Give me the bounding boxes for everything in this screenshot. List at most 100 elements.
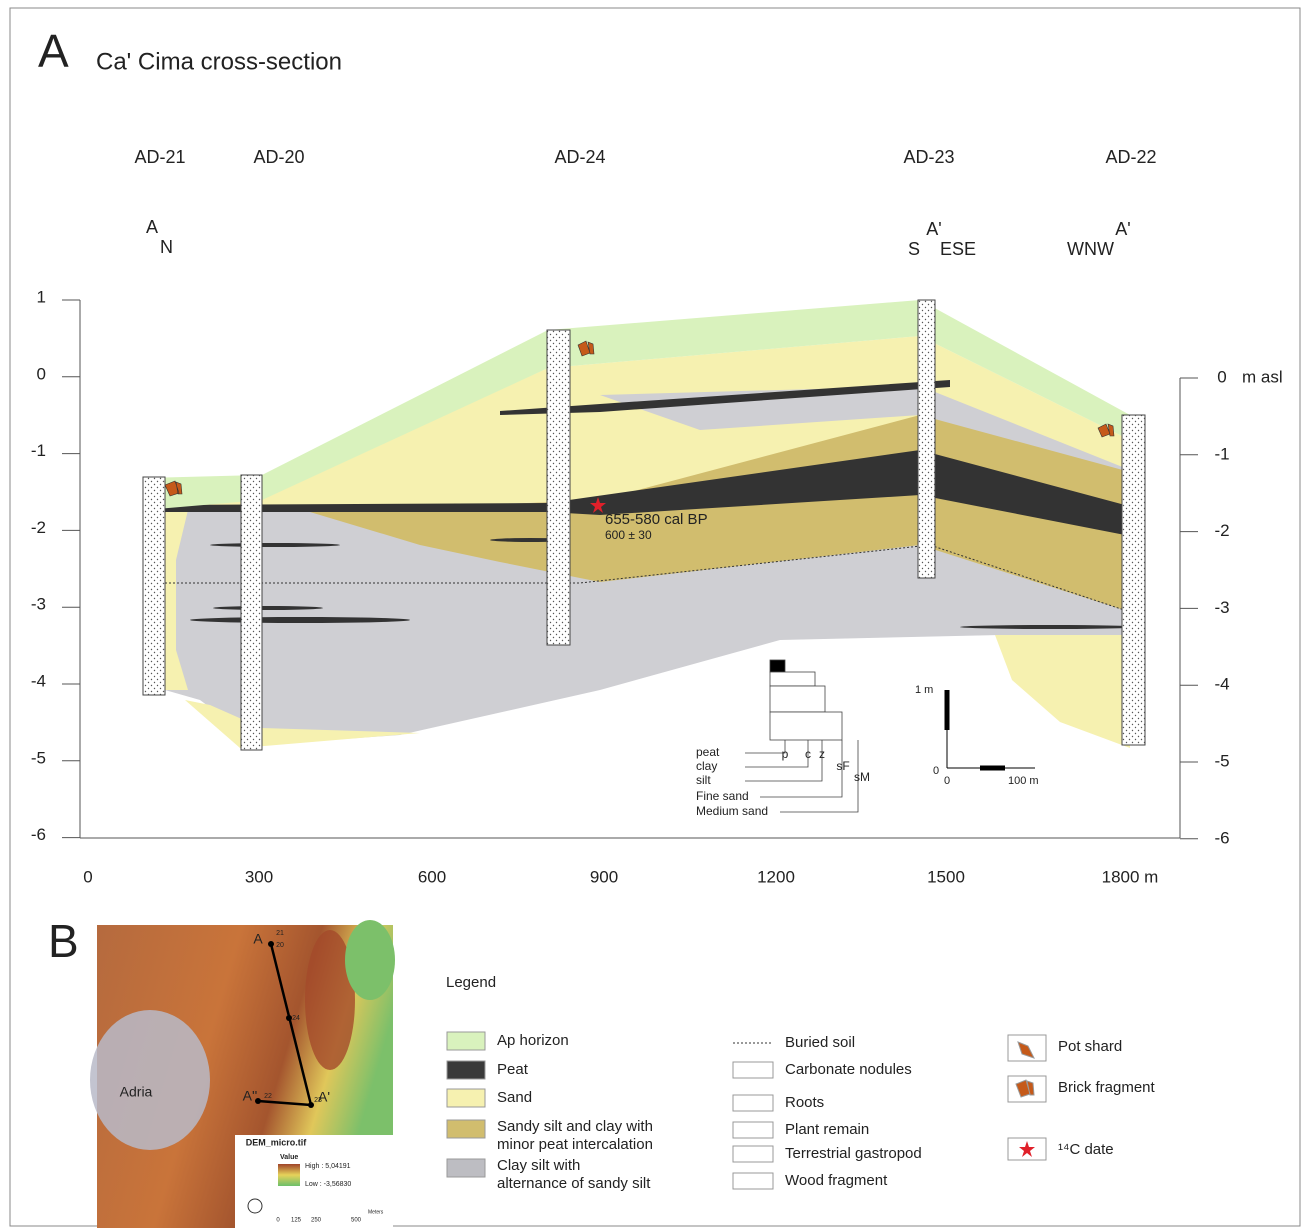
legend-label: Wood fragment — [785, 1172, 888, 1189]
borehole-name: AD-22 — [1105, 147, 1156, 167]
y-tick-label: -6 — [31, 825, 46, 844]
site-label: 23 — [314, 1097, 322, 1104]
panel-label: A — [38, 25, 69, 77]
x-tick-label: 300 — [245, 867, 273, 886]
borehole-name: AD-21 — [134, 147, 185, 167]
grain-size-column: sM — [854, 770, 870, 784]
site-label: 20 — [276, 942, 284, 949]
scale-label: 100 m — [1008, 775, 1039, 787]
borehole — [241, 475, 262, 750]
figure: ACa' Cima cross-sectionAD-21AD-20AD-24AD… — [0, 0, 1311, 1231]
grain-size-column: p — [782, 747, 789, 761]
borehole-name: AD-20 — [253, 147, 304, 167]
y2-tick-label: -6 — [1214, 828, 1229, 847]
y2-tick-label: -1 — [1214, 444, 1229, 463]
grain-size-row: Medium sand — [696, 804, 768, 818]
legend-label: Sandy silt and clay with — [497, 1118, 653, 1135]
section-marker: A — [146, 217, 158, 237]
map-legend-subtitle: Value — [280, 1154, 298, 1161]
borehole-name: AD-23 — [903, 147, 954, 167]
y-tick-label: -5 — [31, 748, 46, 767]
scale-bar — [947, 690, 1035, 768]
borehole — [1122, 415, 1145, 745]
grain-size-key — [745, 660, 858, 812]
map-scale-label: 250 — [311, 1218, 322, 1224]
y2-tick-label: -3 — [1214, 598, 1229, 617]
panel-label: B — [48, 915, 79, 967]
x-tick-label: 1800 m — [1102, 867, 1159, 886]
grain-size-row: clay — [696, 759, 717, 773]
section-marker: A' — [926, 219, 941, 239]
legend-label: Plant remain — [785, 1121, 869, 1138]
borehole — [143, 477, 165, 695]
section-end: A'' — [243, 1088, 258, 1104]
borehole-name: AD-24 — [554, 147, 605, 167]
map-scale-unit: Meters — [368, 1209, 384, 1215]
legend-label: Brick fragment — [1058, 1079, 1156, 1096]
grain-size-column: z — [819, 747, 825, 761]
y-tick-label: -1 — [31, 441, 46, 460]
axis-unit: m asl — [1242, 367, 1283, 386]
map-scale-label: 500 — [351, 1218, 362, 1224]
legend-label: Peat — [497, 1061, 529, 1078]
sand-layer — [995, 635, 1130, 748]
scale-label: 1 m — [915, 684, 933, 696]
y2-tick-label: -5 — [1214, 751, 1229, 770]
legend-label: ¹⁴C date — [1058, 1141, 1114, 1158]
x-tick-label: 1200 — [757, 867, 795, 886]
y-tick-label: -2 — [31, 518, 46, 537]
section-marker: N — [160, 237, 173, 257]
legend-label: minor peat intercalation — [497, 1136, 653, 1153]
date-label: 655-580 cal BP — [605, 511, 708, 528]
grain-size-row: silt — [696, 773, 711, 787]
x-tick-label: 1500 — [927, 867, 965, 886]
x-tick-label: 0 — [83, 867, 92, 886]
grain-size-row: peat — [696, 745, 720, 759]
site-label: 21 — [276, 930, 284, 937]
borehole — [918, 300, 935, 578]
site-label: 24 — [292, 1015, 300, 1022]
y-tick-label: -4 — [31, 671, 46, 690]
y2-tick-label: -4 — [1214, 675, 1229, 694]
y-tick-label: -3 — [31, 595, 46, 614]
peat-lens — [210, 543, 340, 547]
section-marker: WNW — [1067, 239, 1114, 259]
legend-label: Carbonate nodules — [785, 1061, 912, 1078]
legend-label: Ap horizon — [497, 1032, 569, 1049]
section-marker: S — [908, 239, 920, 259]
site-label: 22 — [264, 1093, 272, 1100]
x-tick-label: 600 — [418, 867, 446, 886]
date-label: 600 ± 30 — [605, 528, 652, 542]
scale-label: 0 — [944, 775, 950, 787]
peat-lens — [960, 625, 1140, 629]
town-label: Adria — [120, 1084, 153, 1100]
map-legend-title: DEM_micro.tif — [246, 1137, 308, 1147]
scale-label: 0 — [933, 765, 939, 777]
map-legend-low: Low : -3,56830 — [305, 1181, 351, 1188]
y2-tick-label: 0 — [1217, 367, 1226, 386]
peat-lens — [190, 617, 410, 623]
panel-title: Ca' Cima cross-section — [96, 48, 342, 75]
grain-size-row: Fine sand — [696, 789, 749, 803]
legend-label: Pot shard — [1058, 1038, 1122, 1055]
legend-label: alternance of sandy silt — [497, 1175, 651, 1192]
legend-label: Clay silt with — [497, 1157, 580, 1174]
legend-label: Terrestrial gastropod — [785, 1145, 922, 1162]
grain-size-column: sF — [836, 759, 849, 773]
map-scale-label: 125 — [291, 1218, 302, 1224]
map-legend-high: High : 5,04191 — [305, 1163, 351, 1170]
legend-label: Sand — [497, 1089, 532, 1106]
section-marker: A' — [1115, 219, 1130, 239]
y-tick-label: 1 — [37, 287, 46, 306]
peat-lens — [213, 606, 323, 610]
legend-title: Legend — [446, 974, 496, 991]
borehole — [547, 330, 570, 645]
x-tick-label: 900 — [590, 867, 618, 886]
section-end: A — [253, 931, 263, 947]
y-tick-label: 0 — [37, 364, 46, 383]
grain-size-column: c — [805, 747, 811, 761]
legend-label: Roots — [785, 1094, 824, 1111]
y2-tick-label: -2 — [1214, 521, 1229, 540]
section-marker: ESE — [940, 239, 976, 259]
legend-label: Buried soil — [785, 1034, 855, 1051]
